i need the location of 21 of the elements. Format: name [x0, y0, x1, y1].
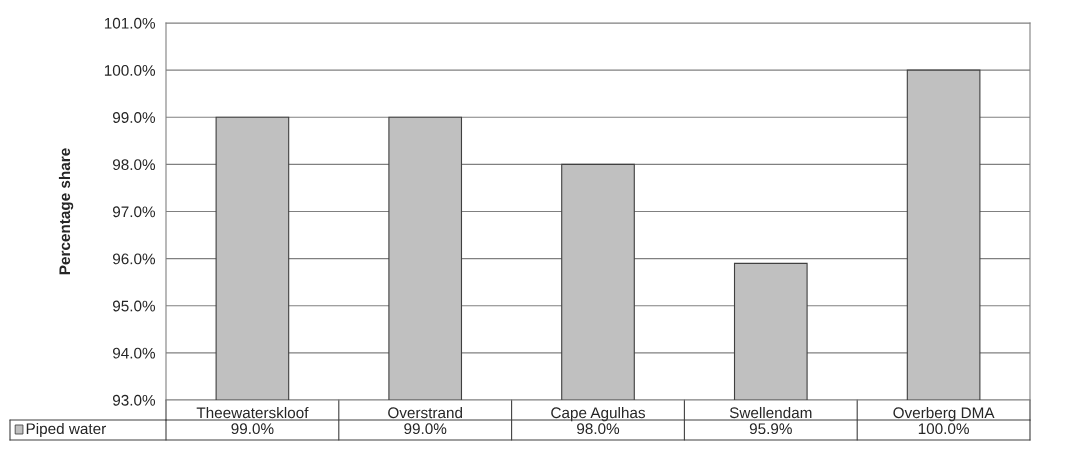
x-tick-label: Overberg DMA [893, 406, 995, 422]
y-tick-label: 93.0% [112, 394, 156, 406]
y-tick-label: 95.0% [112, 300, 156, 312]
y-tick-label: 99.0% [112, 112, 156, 123]
data-label: 99.0% [404, 423, 447, 435]
x-tick-label: Cape Agulhas [551, 406, 646, 422]
data-label: 98.0% [577, 423, 620, 435]
x-tick-label: Swellendam [729, 406, 812, 419]
y-tick-label: 96.0% [112, 253, 156, 265]
legend-label: Piped water [26, 422, 106, 438]
y-tick-label: 100.0% [104, 64, 156, 76]
x-tick-label: Overstrand [388, 406, 462, 419]
y-axis-title: Percentage share [58, 148, 74, 275]
data-label: 100.0% [918, 423, 969, 435]
data-label: 99.0% [231, 423, 274, 435]
x-tick-label: Theewaterskloof [196, 406, 309, 419]
y-tick-label: 98.0% [112, 159, 156, 171]
data-label: 95.9% [749, 423, 792, 435]
y-tick-label: 94.0% [112, 347, 156, 359]
y-tick-label: 101.0% [104, 17, 156, 29]
y-tick-label: 97.0% [112, 206, 156, 218]
